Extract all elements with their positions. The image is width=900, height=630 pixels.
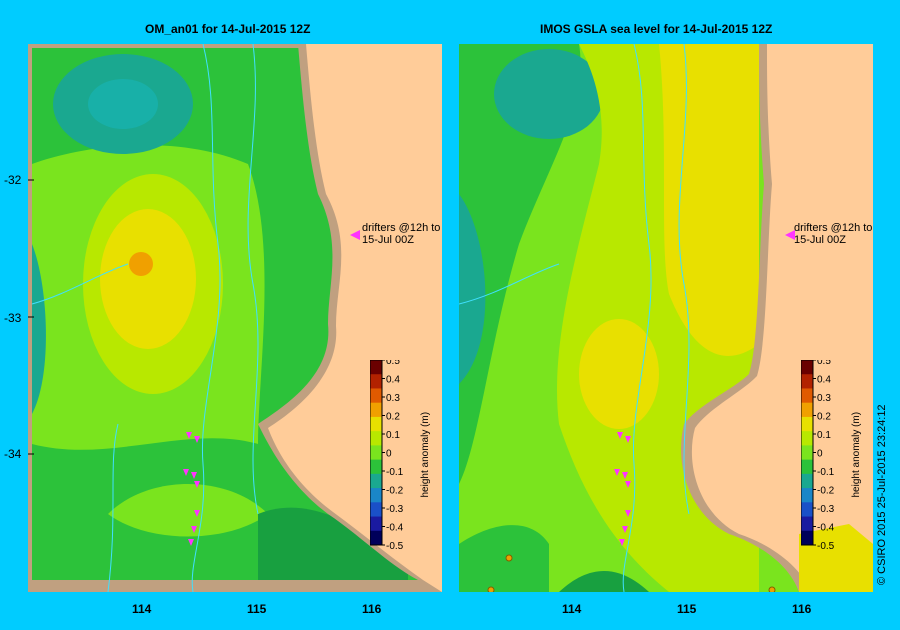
- colorbar-tick-label: 0.3: [817, 393, 831, 404]
- colorbar-left: 0.5 0.4 0.3 0.2 0.1 0 -0.1 -0.2 -0.3 -0.4 -0.5 heig…: [369, 356, 435, 552]
- left-panel-title: OM_an01 for 14-Jul-2015 12Z: [145, 22, 311, 36]
- colorbar-segment: [370, 360, 382, 375]
- colorbar-tick-label: 0.2: [817, 412, 831, 423]
- colorbar-segment: [370, 516, 382, 532]
- colorbar-tick-label: 0.3: [386, 393, 400, 404]
- colorbar-tick-label: 0.4: [817, 375, 831, 386]
- y-tick-label: -34: [4, 447, 22, 461]
- colorbar-tick-label: 0.1: [386, 430, 400, 441]
- drifters-annotation-left: drifters @12h to 15-Jul 00Z: [362, 222, 440, 246]
- colorbar-tick-label: -0.1: [386, 467, 404, 478]
- left-map: [28, 44, 442, 592]
- colorbar-tick-label: 0.4: [386, 375, 400, 386]
- credit-label: © CSIRO 2015 25-Jul-2015 23:24:12: [876, 404, 888, 585]
- x-tick-label: 116: [362, 602, 382, 616]
- annotation-line-1: drifters @12h to: [794, 222, 873, 234]
- annotation-line-2: 15-Jul 00Z: [362, 234, 414, 246]
- colorbar-tick-label: -0.4: [386, 523, 404, 534]
- x-tick-label: 115: [247, 602, 267, 616]
- colorbar-segment: [370, 459, 382, 475]
- colorbar-tick-label: -0.1: [817, 467, 835, 478]
- colorbar-segment: [370, 374, 382, 389]
- colorbar-tick-label: -0.4: [817, 523, 835, 534]
- x-tick-label: 114: [132, 602, 152, 616]
- colorbar-segment: [801, 374, 813, 389]
- x-tick-label: 114: [562, 602, 582, 616]
- colorbar-tick-label: -0.3: [386, 504, 404, 515]
- colorbar-segment: [801, 360, 813, 375]
- x-tick-label: 116: [792, 602, 812, 616]
- colorbar-segment: [370, 388, 382, 404]
- colorbar-tick-label: -0.3: [817, 504, 835, 515]
- colorbar-segment: [370, 402, 382, 418]
- colorbar-segment: [801, 473, 813, 489]
- colorbar-segment: [801, 516, 813, 532]
- colorbar-tick-label: 0.5: [386, 360, 400, 367]
- colorbar-segment: [370, 473, 382, 489]
- x-tick-label: 115: [677, 602, 697, 616]
- colorbar-segment: [801, 402, 813, 418]
- right-map: [459, 44, 873, 592]
- colorbar-segment: [370, 488, 382, 503]
- colorbar-segment: [801, 388, 813, 404]
- colorbar-tick-label: 0: [386, 449, 392, 460]
- colorbar-tick-label: 0: [817, 449, 823, 460]
- colorbar-segment: [801, 431, 813, 446]
- y-tick-label: -33: [4, 311, 22, 325]
- colorbar-segment: [801, 488, 813, 503]
- colorbar-segment: [801, 459, 813, 475]
- annotation-line-2: 15-Jul 00Z: [794, 234, 846, 246]
- colorbar-label: height anomaly (m): [851, 412, 862, 498]
- colorbar-tick-label: -0.2: [817, 486, 835, 497]
- right-panel-title: IMOS GSLA sea level for 14-Jul-2015 12Z: [540, 22, 773, 36]
- y-tick-label: -32: [4, 173, 22, 187]
- colorbar-segment: [370, 416, 382, 432]
- colorbar-tick-label: -0.5: [817, 541, 835, 550]
- annotation-line-1: drifters @12h to: [362, 222, 441, 234]
- colorbar-segment: [370, 445, 382, 461]
- colorbar-segment: [370, 530, 382, 546]
- colorbar-tick-label: 0.5: [817, 360, 831, 367]
- colorbar-segment: [801, 530, 813, 546]
- colorbar-tick-label: -0.5: [386, 541, 404, 550]
- colorbar-tick-label: -0.2: [386, 486, 404, 497]
- colorbar-tick-label: 0.2: [386, 412, 400, 423]
- colorbar-segment: [801, 502, 813, 518]
- colorbar-segment: [370, 502, 382, 518]
- colorbar-segment: [801, 416, 813, 432]
- colorbar-segment: [370, 431, 382, 446]
- colorbar-right: 0.5 0.4 0.3 0.2 0.1 0 -0.1 -0.2 -0.3 -0.4 -0.5 heig…: [800, 356, 866, 552]
- drifters-annotation-right: drifters @12h to 15-Jul 00Z: [794, 222, 872, 246]
- colorbar-label: height anomaly (m): [420, 412, 431, 498]
- colorbar-tick-label: 0.1: [817, 430, 831, 441]
- credit-text: © CSIRO 2015 25-Jul-2015 23:24:12: [874, 330, 894, 590]
- colorbar-segment: [801, 445, 813, 461]
